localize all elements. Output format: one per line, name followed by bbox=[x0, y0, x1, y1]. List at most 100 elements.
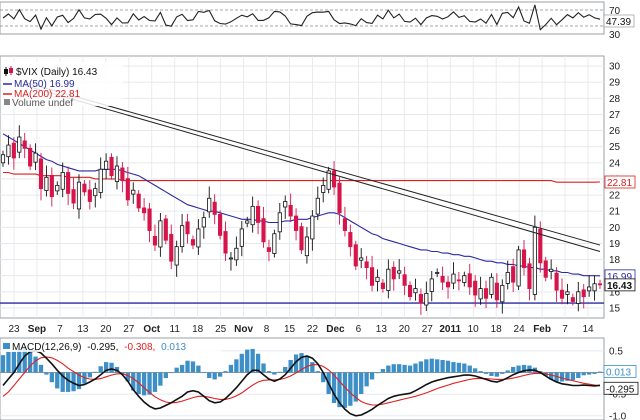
date-xtick: 25 bbox=[215, 324, 227, 335]
macd-hist-bar bbox=[337, 372, 342, 408]
candle bbox=[407, 281, 413, 301]
candle bbox=[532, 215, 537, 301]
macd-hist-bar bbox=[103, 362, 109, 373]
date-xtick: 15 bbox=[284, 324, 296, 335]
date-xtick: 7 bbox=[57, 324, 63, 335]
macd-hist-bar bbox=[576, 372, 581, 379]
macd-hist-bar bbox=[87, 372, 92, 378]
candle bbox=[38, 152, 44, 201]
macd-hist-bar bbox=[402, 364, 407, 373]
macd-hist-bar bbox=[0, 355, 6, 373]
candle bbox=[489, 273, 494, 299]
candle bbox=[190, 235, 196, 250]
candle bbox=[22, 132, 27, 159]
legend-volume-swatch bbox=[4, 99, 10, 105]
candle bbox=[304, 227, 309, 264]
macd-hist-bar bbox=[380, 369, 386, 373]
macd-value-badge bbox=[603, 381, 639, 395]
candle bbox=[283, 195, 288, 219]
macd-hist-bar bbox=[440, 360, 445, 373]
rsi-line bbox=[2, 4, 601, 31]
date-xtick: 24 bbox=[514, 324, 526, 335]
candle bbox=[429, 271, 434, 302]
candle bbox=[147, 202, 152, 243]
macd-hist-bar bbox=[467, 365, 472, 373]
candle bbox=[28, 144, 33, 171]
candle bbox=[174, 240, 179, 277]
candle bbox=[331, 161, 337, 195]
macd-legend-hist: 0.013 bbox=[161, 342, 186, 353]
macd-hist-bar bbox=[483, 372, 489, 374]
candle bbox=[120, 162, 125, 193]
date-xtick: 10 bbox=[468, 324, 480, 335]
price-ytick: 29 bbox=[609, 78, 621, 89]
date-xtick: 14 bbox=[582, 324, 594, 335]
price-ytick: 30 bbox=[609, 62, 621, 73]
candle bbox=[294, 208, 299, 241]
macd-hist-bar bbox=[424, 359, 429, 373]
price-ytick: 24 bbox=[609, 158, 621, 169]
macd-hist-bar bbox=[462, 363, 467, 373]
macd-hist-bar bbox=[163, 372, 168, 379]
candle bbox=[136, 190, 141, 212]
candle bbox=[597, 279, 603, 289]
date-xtick: 18 bbox=[192, 324, 204, 335]
candle bbox=[6, 135, 11, 165]
candle bbox=[131, 182, 136, 204]
macd-hist-bar bbox=[196, 365, 201, 373]
candle bbox=[505, 260, 510, 290]
candle bbox=[76, 174, 82, 219]
symbol-icon bbox=[4, 66, 13, 76]
price-ytick: 18 bbox=[609, 255, 621, 266]
macd-legend: MACD(12,26,9) -0.295, -0.308, 0.013 bbox=[1, 340, 221, 353]
candle bbox=[369, 255, 375, 292]
macd-hist-badge bbox=[603, 365, 637, 378]
date-xtick: 18 bbox=[491, 324, 503, 335]
macd-hist-bar bbox=[353, 372, 358, 402]
macd-hist-bar bbox=[511, 366, 516, 373]
candle bbox=[516, 245, 521, 291]
candle bbox=[587, 275, 592, 297]
date-xtick: 20 bbox=[100, 324, 112, 335]
price-badges: 22.81 16.99 16.43 bbox=[604, 175, 636, 292]
rsi-panel-frame bbox=[0, 1, 605, 35]
date-xtick: 2011 bbox=[439, 324, 461, 335]
macd-hist-bar bbox=[49, 372, 54, 383]
candle bbox=[440, 266, 445, 291]
macd-hist-value: 0.013 bbox=[606, 368, 631, 379]
macd-hist-bar bbox=[549, 372, 554, 380]
candle bbox=[33, 143, 38, 171]
price-ytick: 20 bbox=[609, 223, 621, 234]
candle bbox=[277, 202, 282, 240]
macd-hist-bar bbox=[418, 361, 424, 373]
macd-hist-bar bbox=[33, 356, 38, 373]
candle bbox=[60, 162, 65, 198]
macd-hist-bar bbox=[288, 360, 293, 373]
candle bbox=[93, 182, 98, 208]
candle bbox=[462, 271, 467, 287]
candle bbox=[386, 259, 391, 299]
macd-hist-bar bbox=[152, 372, 158, 392]
rsi-value-badge bbox=[603, 14, 635, 28]
macd-legend-background bbox=[1, 340, 221, 352]
macd-hist-bar bbox=[109, 362, 114, 373]
candle bbox=[326, 166, 331, 194]
date-x-axis: 23 Sep 7 13 20 27 Oct 11 18 25 Nov 8 15 22 Dec 6 13 20 27 2… bbox=[8, 324, 594, 335]
macd-hist-bar bbox=[397, 364, 402, 373]
candle bbox=[315, 186, 320, 221]
candle bbox=[169, 224, 174, 270]
macd-hist-bar bbox=[71, 372, 76, 392]
candle bbox=[114, 156, 120, 190]
macd-hist-bar bbox=[55, 372, 60, 389]
date-xtick: 7 bbox=[562, 324, 568, 335]
macd-hist-bar bbox=[174, 367, 179, 373]
last-price-label: 16.43 bbox=[607, 281, 632, 292]
candle bbox=[180, 213, 185, 253]
ma200-value-label: 22.81 bbox=[607, 178, 632, 189]
candle bbox=[337, 177, 342, 225]
candle bbox=[549, 259, 554, 280]
macd-hist-bar bbox=[494, 372, 500, 377]
candle bbox=[511, 258, 516, 292]
candle bbox=[11, 137, 16, 170]
price-ytick: 19 bbox=[609, 239, 621, 250]
